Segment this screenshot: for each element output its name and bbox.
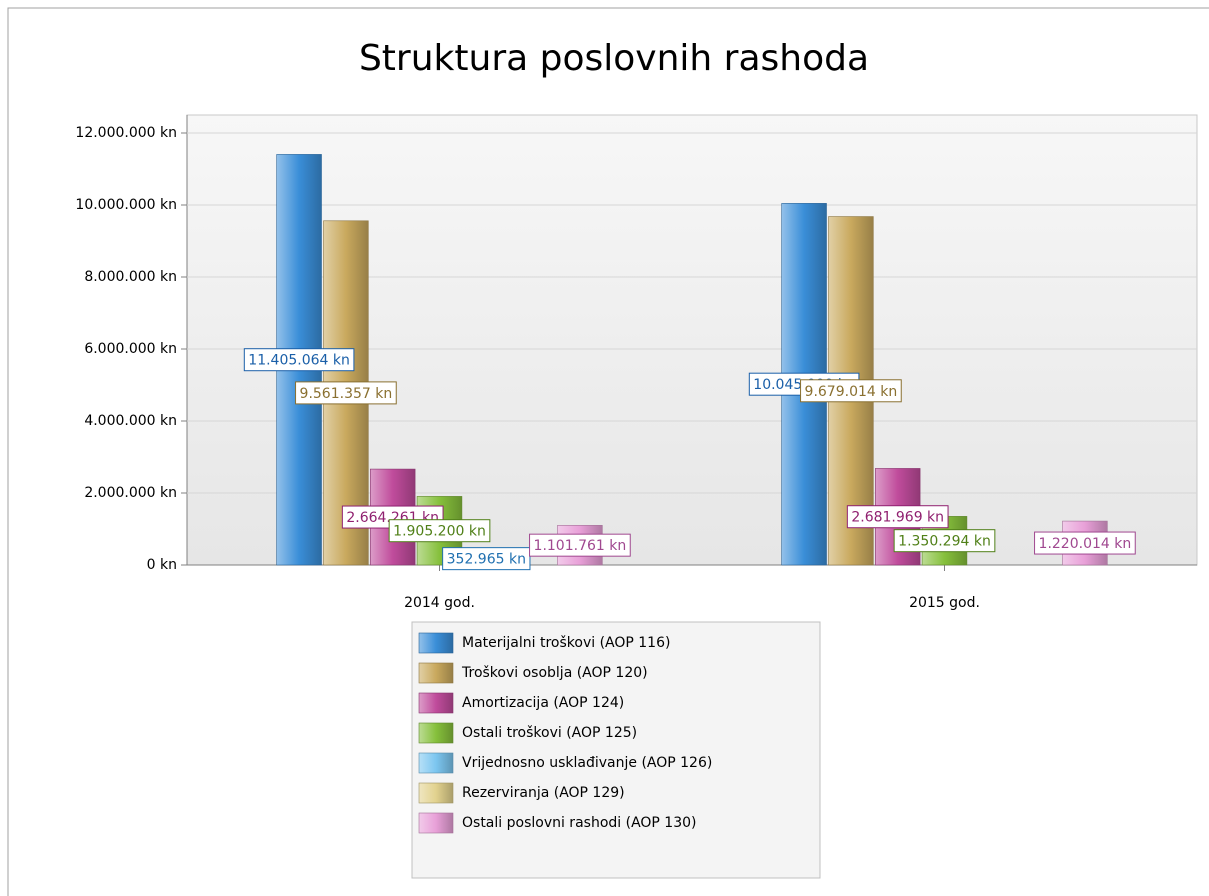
data-label: 1.350.294 kn [893, 529, 996, 553]
y-tick-label: 0 kn [147, 557, 177, 573]
legend-label: Troškovi osoblja (AOP 120) [461, 665, 648, 681]
y-tick-label: 2.000.000 kn [84, 485, 177, 501]
legend-swatch [418, 752, 454, 774]
y-tick-label: 4.000.000 kn [84, 413, 177, 429]
legend [411, 621, 821, 879]
y-tick-label: 12.000.000 kn [75, 125, 177, 141]
y-tick-label: 6.000.000 kn [84, 341, 177, 357]
data-label: 1.220.014 kn [1034, 531, 1136, 555]
data-label-box [295, 381, 397, 405]
data-label-box [846, 505, 949, 529]
x-tick-label: 2015 god. [909, 595, 980, 611]
data-label-box [442, 547, 531, 571]
data-label-text: 9.561.357 kn [300, 386, 393, 402]
legend-swatch [418, 812, 454, 834]
data-label-box [243, 348, 355, 372]
legend-swatch [418, 782, 454, 804]
legend-swatch [418, 692, 454, 714]
data-label-text: 9.679.014 kn [805, 384, 898, 400]
data-label-box [1034, 531, 1136, 555]
data-label: 352.965 kn [442, 547, 531, 571]
data-label-box [388, 519, 491, 543]
data-label: 11.405.064 kn [243, 348, 355, 372]
data-label: 9.561.357 kn [295, 381, 397, 405]
y-tick-label: 10.000.000 kn [75, 197, 177, 213]
y-tick-label: 8.000.000 kn [84, 269, 177, 285]
data-label: 2.681.969 kn [846, 505, 949, 529]
data-label-text: 2.681.969 kn [851, 510, 944, 526]
data-label-text: 1.350.294 kn [898, 534, 991, 550]
legend-swatch [418, 632, 454, 654]
chart-title: Struktura poslovnih rashoda [359, 38, 869, 79]
data-label-text: 352.965 kn [447, 552, 526, 568]
legend-swatch [418, 722, 454, 744]
legend-label: Materijalni troškovi (AOP 116) [462, 635, 670, 651]
legend-label: Rezerviranja (AOP 129) [462, 785, 625, 801]
x-tick-label: 2014 god. [404, 595, 475, 611]
legend-label: Ostali poslovni rashodi (AOP 130) [462, 815, 697, 831]
legend-label: Amortizacija (AOP 124) [462, 695, 624, 711]
data-label-text: 11.405.064 kn [248, 353, 350, 369]
legend-label: Vrijednosno usklađivanje (AOP 126) [462, 755, 712, 771]
data-label-box [893, 529, 996, 553]
data-label: 1.101.761 kn [529, 533, 631, 557]
data-label: 1.905.200 kn [388, 519, 491, 543]
data-label-text: 1.905.200 kn [393, 524, 486, 540]
data-label-text: 1.220.014 kn [1039, 536, 1132, 552]
legend-label: Ostali troškovi (AOP 125) [462, 725, 637, 741]
legend-swatch [418, 662, 454, 684]
frame [7, 7, 1209, 896]
data-label-box [800, 379, 902, 403]
data-label-box [529, 533, 631, 557]
data-label-text: 1.101.761 kn [534, 538, 627, 554]
data-label: 9.679.014 kn [800, 379, 902, 403]
